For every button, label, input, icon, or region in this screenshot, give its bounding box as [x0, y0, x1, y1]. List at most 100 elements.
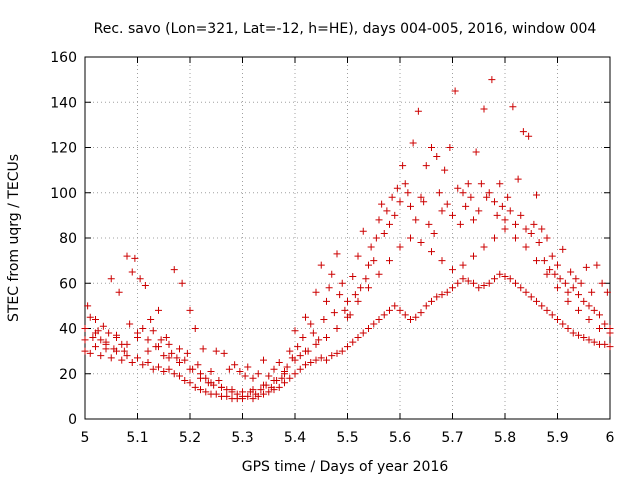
- data-point: [136, 275, 144, 283]
- y-tick-labels: 0 20 40 60 80 100 120 140 160: [50, 50, 77, 428]
- data-point: [102, 345, 110, 353]
- data-point: [99, 322, 107, 330]
- data-point: [123, 340, 131, 348]
- data-point: [593, 261, 601, 269]
- data-point: [548, 311, 556, 319]
- data-point: [283, 363, 291, 371]
- x-tick-label: 5: [81, 430, 90, 446]
- data-point: [265, 388, 273, 396]
- y-tick-label: 0: [68, 412, 77, 428]
- data-point: [370, 320, 378, 328]
- data-point: [517, 284, 525, 292]
- data-point: [459, 275, 467, 283]
- data-point: [155, 306, 162, 314]
- data-point: [577, 279, 585, 287]
- data-point: [498, 202, 506, 210]
- data-point: [220, 349, 228, 357]
- data-point: [309, 329, 317, 337]
- data-point: [336, 291, 344, 299]
- data-point: [197, 374, 204, 382]
- data-point: [533, 257, 540, 265]
- data-point: [540, 257, 548, 265]
- data-point: [357, 284, 365, 292]
- data-point: [527, 293, 535, 301]
- data-point: [281, 379, 288, 387]
- data-point: [546, 266, 554, 274]
- data-point: [590, 306, 598, 314]
- data-point: [162, 334, 170, 342]
- data-point: [270, 365, 278, 373]
- data-point: [519, 128, 527, 136]
- data-point: [533, 191, 540, 199]
- data-point: [506, 275, 514, 283]
- data-point: [186, 306, 194, 314]
- data-point: [323, 334, 330, 342]
- data-point: [512, 279, 519, 287]
- data-point: [412, 216, 420, 224]
- data-point: [564, 297, 572, 305]
- data-point: [567, 268, 575, 276]
- data-point: [155, 363, 162, 371]
- data-point: [302, 347, 309, 355]
- data-point: [393, 184, 401, 192]
- data-point: [588, 288, 596, 296]
- y-tick-label: 140: [50, 95, 77, 111]
- data-point: [176, 372, 183, 380]
- data-point: [265, 372, 273, 380]
- data-point: [212, 347, 220, 355]
- data-point: [564, 325, 572, 332]
- data-point: [428, 297, 435, 305]
- data-point: [449, 266, 456, 274]
- data-point: [149, 327, 157, 335]
- data-point: [86, 313, 94, 321]
- data-point: [317, 354, 325, 362]
- data-point: [212, 390, 220, 398]
- data-points: [81, 76, 614, 403]
- data-point: [270, 377, 278, 385]
- data-point: [530, 220, 538, 228]
- data-point: [296, 352, 304, 360]
- data-point: [225, 365, 233, 373]
- data-point: [543, 306, 551, 314]
- data-point: [325, 284, 333, 292]
- y-tick-label: 60: [59, 276, 77, 292]
- data-point: [433, 293, 441, 301]
- data-point: [443, 288, 451, 296]
- data-point: [176, 345, 183, 353]
- data-point: [239, 388, 246, 396]
- data-point: [354, 252, 362, 260]
- data-point: [496, 270, 504, 278]
- data-point: [488, 76, 496, 84]
- data-point: [449, 211, 456, 219]
- data-point: [191, 383, 199, 391]
- data-point: [596, 325, 603, 332]
- data-point: [144, 336, 152, 344]
- data-point: [315, 336, 323, 344]
- data-point: [533, 297, 540, 305]
- data-point: [470, 252, 477, 260]
- data-point: [475, 284, 483, 292]
- data-point: [97, 336, 105, 344]
- data-point: [126, 320, 134, 328]
- data-point: [399, 162, 407, 170]
- data-point: [522, 243, 530, 251]
- data-point: [425, 220, 433, 228]
- data-point: [596, 311, 603, 319]
- data-point: [186, 379, 194, 387]
- x-tick-label: 5.7: [441, 430, 463, 446]
- data-point: [170, 370, 178, 378]
- x-tick-label: 5.2: [179, 430, 201, 446]
- data-point: [228, 386, 236, 394]
- data-point: [401, 311, 409, 319]
- data-point: [302, 361, 309, 369]
- data-point: [480, 243, 488, 251]
- data-point: [333, 325, 341, 332]
- data-point: [173, 354, 181, 362]
- data-point: [362, 275, 370, 283]
- data-point: [480, 105, 488, 113]
- data-point: [522, 288, 530, 296]
- data-point: [525, 132, 533, 140]
- data-point: [144, 347, 152, 355]
- data-point: [351, 291, 359, 299]
- data-point: [483, 193, 491, 201]
